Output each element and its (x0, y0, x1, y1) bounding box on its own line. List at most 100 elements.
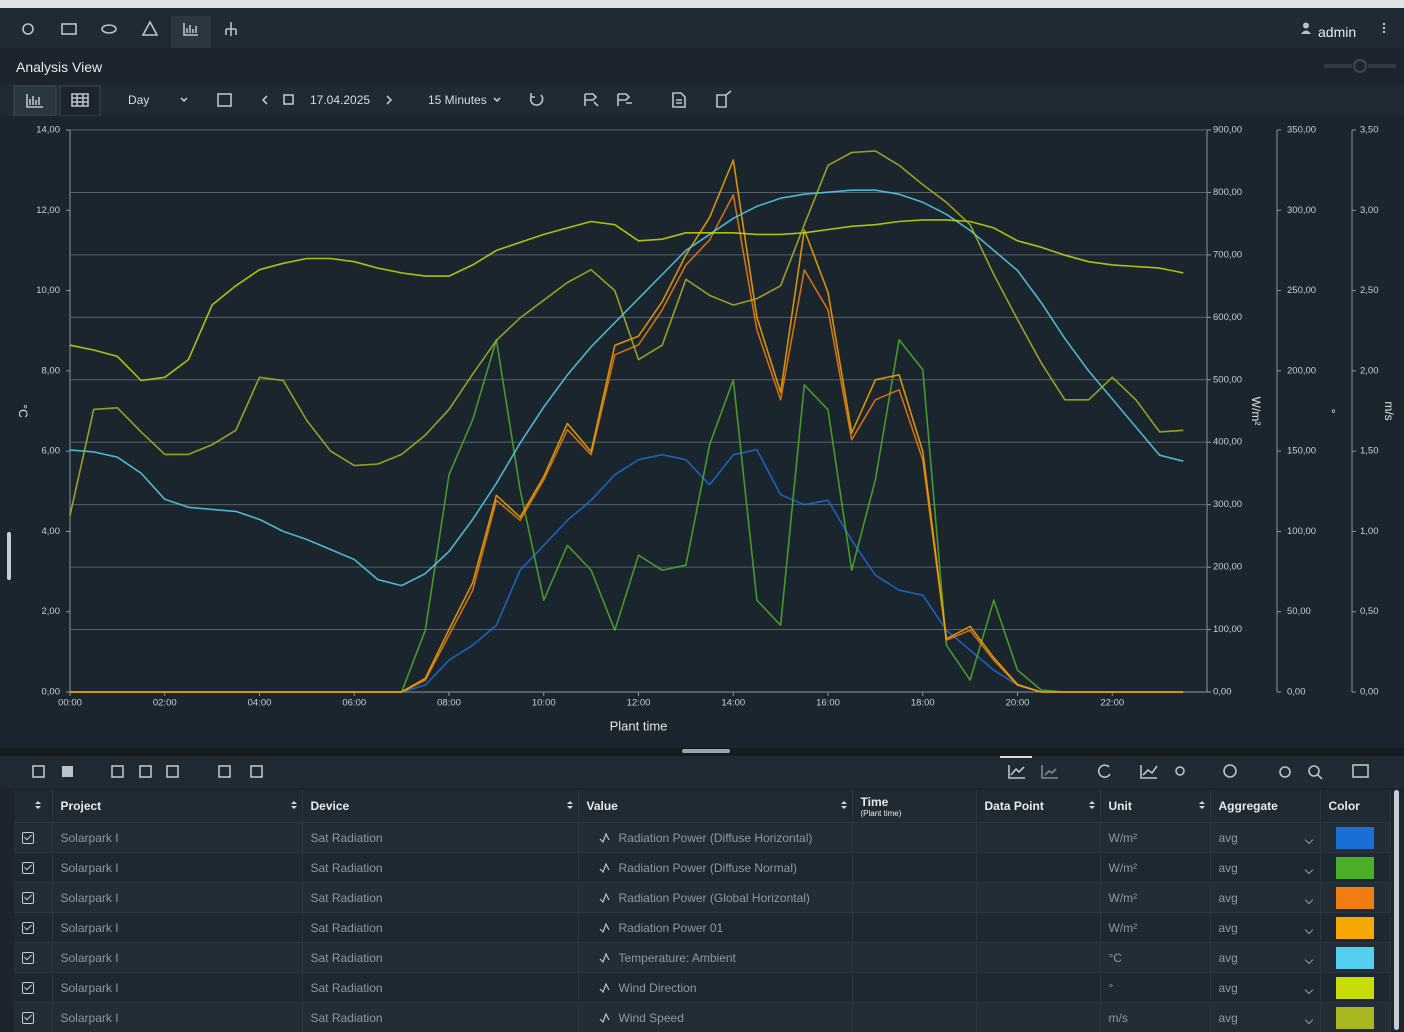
table-mode-button[interactable] (59, 85, 101, 116)
aggregate-cell[interactable]: avg (1210, 822, 1321, 853)
header-aggregate[interactable]: Aggregate (1210, 790, 1321, 823)
color-swatch[interactable] (1336, 1006, 1374, 1029)
trend-icon[interactable] (1140, 765, 1158, 779)
row-checkbox[interactable] (22, 981, 34, 994)
collapse-icon[interactable] (139, 765, 152, 778)
y-tick-label: 10,00 (36, 285, 60, 296)
settings-icon[interactable] (1175, 766, 1185, 776)
row-checkbox[interactable] (22, 861, 34, 874)
check-selected[interactable] (62, 766, 73, 777)
aggregate-cell[interactable]: avg (1210, 912, 1321, 943)
chart-icon[interactable] (183, 23, 198, 36)
aggregate-dropdown[interactable] (1304, 835, 1313, 844)
splitter[interactable] (0, 748, 1404, 756)
table-row[interactable]: Solarpark I Sat Radiation Temperature: Amb… (14, 942, 1391, 973)
aggregate-cell[interactable]: avg (1210, 942, 1321, 973)
x-tick-label: 06:00 (342, 698, 366, 709)
side-handle[interactable] (7, 532, 11, 580)
header-color[interactable]: Color (1320, 790, 1391, 823)
aggregate-cell[interactable]: avg (1210, 882, 1321, 913)
color-swatch[interactable] (1336, 856, 1374, 879)
table-row[interactable]: Solarpark I Sat Radiation Radiation Power … (14, 822, 1391, 853)
refresh-icon[interactable] (529, 93, 544, 106)
aggregate-dropdown[interactable] (1304, 925, 1313, 934)
zoom-icon[interactable] (1308, 765, 1320, 777)
aggregate-cell[interactable]: avg (1210, 1002, 1321, 1032)
y-tick-label: 4,00 (42, 526, 61, 537)
table-row[interactable]: Solarpark I Sat Radiation Radiation Power … (14, 852, 1391, 883)
prev-day[interactable] (261, 95, 268, 105)
calendar-check-icon[interactable] (217, 93, 232, 107)
tree-icon[interactable] (225, 22, 237, 36)
sync-icon[interactable] (1097, 764, 1111, 778)
scatter-view[interactable] (1041, 765, 1058, 779)
header-device[interactable]: Device (302, 790, 579, 823)
chart: 0,00 2,00 4,00 6,00 8,00 10,00 12,00 14,00 °C 0,0… (16, 125, 1396, 734)
interval-select[interactable]: 15 Minutes (428, 93, 487, 107)
aggregate-dropdown[interactable] (1304, 895, 1313, 904)
aggregate-dropdown[interactable] (1304, 955, 1313, 964)
interval-dropdown-arrow[interactable] (493, 97, 501, 103)
check-all[interactable] (32, 765, 45, 778)
flag-icon-1[interactable] (584, 93, 599, 107)
add-icon-2[interactable] (250, 765, 263, 778)
datapoint-icon (599, 1012, 610, 1024)
date-select[interactable]: 17.04.2025 (310, 93, 371, 107)
report-icon[interactable] (672, 92, 686, 108)
aggregate-dropdown[interactable] (1304, 865, 1313, 874)
alert-icon[interactable] (141, 20, 159, 36)
table-icon[interactable] (61, 23, 77, 35)
series-name: Radiation Power (Diffuse Horizontal) (618, 830, 813, 845)
add-icon[interactable] (218, 765, 231, 778)
row-checkbox[interactable] (22, 951, 34, 964)
target-icon[interactable] (1279, 766, 1291, 778)
table-row[interactable]: Solarpark I Sat Radiation Wind Speed m/s avg (14, 1002, 1391, 1032)
aggregate-dropdown[interactable] (1304, 1015, 1313, 1024)
header-select[interactable] (14, 790, 53, 823)
header-data-point[interactable]: Data Point (976, 790, 1101, 823)
color-cell (1320, 852, 1391, 883)
image-icon[interactable] (1352, 764, 1369, 778)
eye-icon[interactable] (101, 24, 117, 34)
row-checkbox[interactable] (22, 831, 34, 844)
row-checkbox[interactable] (22, 891, 34, 904)
flag-icon-2[interactable] (617, 93, 632, 106)
table-row[interactable]: Solarpark I Sat Radiation Wind Direction ° a… (14, 972, 1391, 1003)
aggregate-dropdown[interactable] (1304, 985, 1313, 994)
color-swatch[interactable] (1336, 976, 1374, 999)
chart-mode-button[interactable] (13, 85, 57, 116)
next-day[interactable] (386, 95, 393, 105)
scrollbar[interactable] (1394, 790, 1399, 1030)
color-swatch[interactable] (1336, 916, 1374, 939)
clear-icon[interactable] (166, 765, 179, 778)
user-name[interactable]: admin (1318, 24, 1357, 40)
splitter-handle[interactable] (682, 749, 730, 753)
device-cell: Sat Radiation (302, 852, 579, 883)
table-row[interactable]: Solarpark I Sat Radiation Radiation Power … (14, 882, 1391, 913)
header-project[interactable]: Project (52, 790, 303, 823)
period-select[interactable]: Day (128, 93, 150, 107)
dashboard-icon[interactable] (22, 23, 34, 35)
color-swatch[interactable] (1336, 886, 1374, 909)
datapoint-icon (599, 862, 610, 874)
header-time[interactable]: Time (Plant time) (852, 790, 977, 823)
zoom-reset-icon[interactable] (1223, 764, 1237, 778)
table-row[interactable]: Solarpark I Sat Radiation Radiation Power … (14, 912, 1391, 943)
aggregate-cell[interactable]: avg (1210, 972, 1321, 1003)
color-swatch[interactable] (1336, 946, 1374, 969)
x-tick-label: 16:00 (816, 698, 840, 709)
x-tick-label: 02:00 (153, 698, 177, 709)
aggregate-cell[interactable]: avg (1210, 852, 1321, 883)
menu-icon[interactable] (1380, 22, 1388, 36)
color-swatch[interactable] (1336, 826, 1374, 849)
export-icon[interactable] (716, 90, 732, 108)
date-icon[interactable] (283, 94, 294, 105)
row-checkbox[interactable] (22, 921, 34, 934)
row-checkbox[interactable] (22, 1011, 34, 1024)
header-unit[interactable]: Unit (1100, 790, 1211, 823)
period-dropdown-arrow[interactable] (180, 97, 188, 103)
device-cell: Sat Radiation (302, 1002, 579, 1032)
line-view[interactable] (1008, 765, 1025, 779)
header-value[interactable]: Value (578, 790, 853, 823)
expand-icon[interactable] (111, 765, 124, 778)
